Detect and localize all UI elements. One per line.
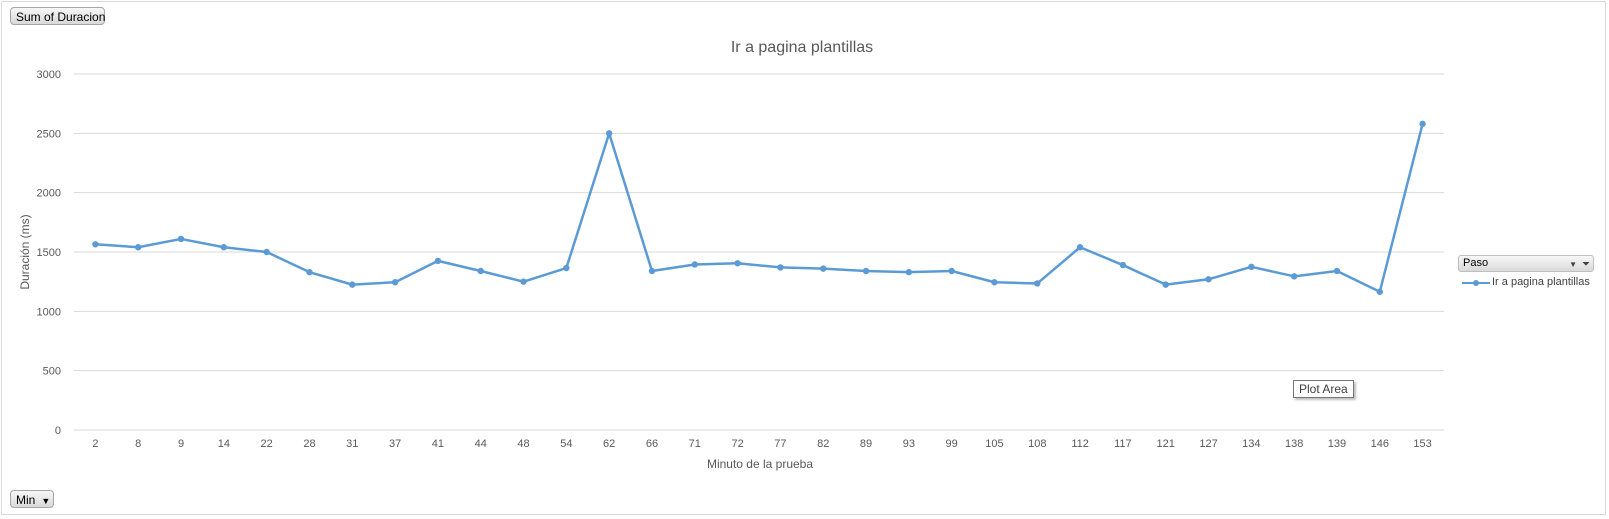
data-point[interactable] <box>1248 263 1255 271</box>
data-point[interactable] <box>92 241 99 248</box>
x-tick-label: 89 <box>860 438 872 450</box>
y-tick-label: 1000 <box>37 306 61 318</box>
legend-filter-button[interactable]: Paso ▼ ⏷ <box>1458 255 1594 272</box>
data-point[interactable] <box>820 265 827 272</box>
tooltip: Plot Area <box>1293 380 1354 398</box>
x-tick-label: 153 <box>1413 438 1431 450</box>
data-point[interactable] <box>220 244 228 251</box>
x-tick-label: 71 <box>689 438 701 450</box>
x-tick-label: 138 <box>1285 438 1303 450</box>
data-point[interactable] <box>905 268 913 276</box>
x-tick-label: 44 <box>475 438 487 450</box>
data-point[interactable] <box>349 281 356 288</box>
data-point[interactable] <box>1076 244 1084 251</box>
y-tick-label: 3000 <box>37 69 61 81</box>
data-point[interactable] <box>477 267 484 275</box>
filter-funnel-icon: ⏷ <box>1582 259 1590 270</box>
x-axis-ticks: 2 8 9 14 22 28 31 37 41 44 48 54 62 66 71 72 77 82 89 93 99 1… <box>92 438 1431 450</box>
data-point[interactable] <box>391 279 399 286</box>
x-tick-label: 54 <box>560 438 572 450</box>
data-point[interactable] <box>605 130 613 137</box>
data-point[interactable] <box>1376 288 1383 295</box>
x-tick-label: 41 <box>432 438 444 450</box>
y-tick-label: 0 <box>55 425 61 437</box>
x-tick-label: 117 <box>1114 438 1132 450</box>
data-point[interactable] <box>1034 280 1041 287</box>
x-tick-label: 22 <box>261 438 273 450</box>
x-tick-label: 134 <box>1242 438 1260 450</box>
data-point[interactable] <box>734 260 741 267</box>
data-point[interactable] <box>991 279 998 286</box>
axis-field-button[interactable]: Min ▼ <box>10 490 54 508</box>
x-tick-label: 82 <box>817 438 829 450</box>
data-point[interactable] <box>862 267 870 275</box>
y-tick-label: 500 <box>43 366 61 378</box>
x-tick-label: 66 <box>646 438 658 450</box>
y-tick-label: 2500 <box>37 128 61 140</box>
data-point[interactable] <box>1333 267 1341 275</box>
chart-title: Ir a pagina plantillas <box>731 39 873 56</box>
x-tick-label: 9 <box>178 438 184 450</box>
x-tick-label: 2 <box>92 438 98 450</box>
x-tick-label: 31 <box>346 438 358 450</box>
y-axis-label: Duración (ms) <box>18 214 32 289</box>
data-point[interactable] <box>1162 281 1169 288</box>
data-point[interactable] <box>263 248 270 256</box>
data-point[interactable] <box>563 264 570 272</box>
data-point[interactable] <box>434 257 442 265</box>
data-point[interactable] <box>691 261 698 268</box>
axis-field-label: Min <box>16 493 36 507</box>
x-tick-label: 28 <box>303 438 315 450</box>
data-point[interactable] <box>135 244 142 251</box>
x-tick-label: 72 <box>731 438 743 450</box>
data-point[interactable] <box>306 268 313 276</box>
data-point[interactable] <box>777 264 784 271</box>
y-tick-label: 1500 <box>37 247 61 259</box>
gridlines <box>74 73 1444 431</box>
data-point[interactable] <box>648 267 656 275</box>
dropdown-arrow-icon: ▼ <box>41 495 51 506</box>
dropdown-arrow-icon: ▼ <box>1569 260 1577 269</box>
legend-marker-icon <box>1473 280 1479 286</box>
x-tick-label: 48 <box>517 438 529 450</box>
x-tick-label: 146 <box>1371 438 1389 450</box>
data-point[interactable] <box>1119 261 1127 269</box>
data-point[interactable] <box>177 235 185 243</box>
x-tick-label: 37 <box>389 438 401 450</box>
data-point[interactable] <box>948 267 955 275</box>
y-tick-label: 2000 <box>37 188 61 200</box>
x-tick-label: 93 <box>903 438 915 450</box>
x-tick-label: 121 <box>1157 438 1175 450</box>
legend-field-label: Paso <box>1463 257 1489 269</box>
x-tick-label: 62 <box>603 438 615 450</box>
x-axis-label: Minuto de la prueba <box>707 457 813 471</box>
x-tick-label: 127 <box>1199 438 1217 450</box>
x-tick-label: 112 <box>1071 438 1089 450</box>
x-tick-label: 99 <box>946 438 958 450</box>
legend-label: Ir a pagina plantillas <box>1492 276 1590 288</box>
x-tick-label: 8 <box>135 438 141 450</box>
value-field-button[interactable]: Sum of Duracion <box>10 7 105 25</box>
x-tick-label: 139 <box>1328 438 1346 450</box>
y-axis-ticks: 0 500 1000 1500 2000 2500 3000 <box>37 69 61 437</box>
data-point[interactable] <box>1419 120 1426 128</box>
x-tick-label: 108 <box>1028 438 1046 450</box>
x-tick-label: 105 <box>985 438 1003 450</box>
data-point[interactable] <box>520 278 527 285</box>
data-point[interactable] <box>1290 273 1298 280</box>
series-line <box>95 123 1424 294</box>
x-tick-label: 77 <box>774 438 786 450</box>
value-field-label: Sum of Duracion <box>16 10 106 24</box>
series-ir-a-pagina-plantillas[interactable] <box>92 120 1426 295</box>
x-tick-label: 14 <box>218 438 230 450</box>
data-point[interactable] <box>1205 276 1212 283</box>
